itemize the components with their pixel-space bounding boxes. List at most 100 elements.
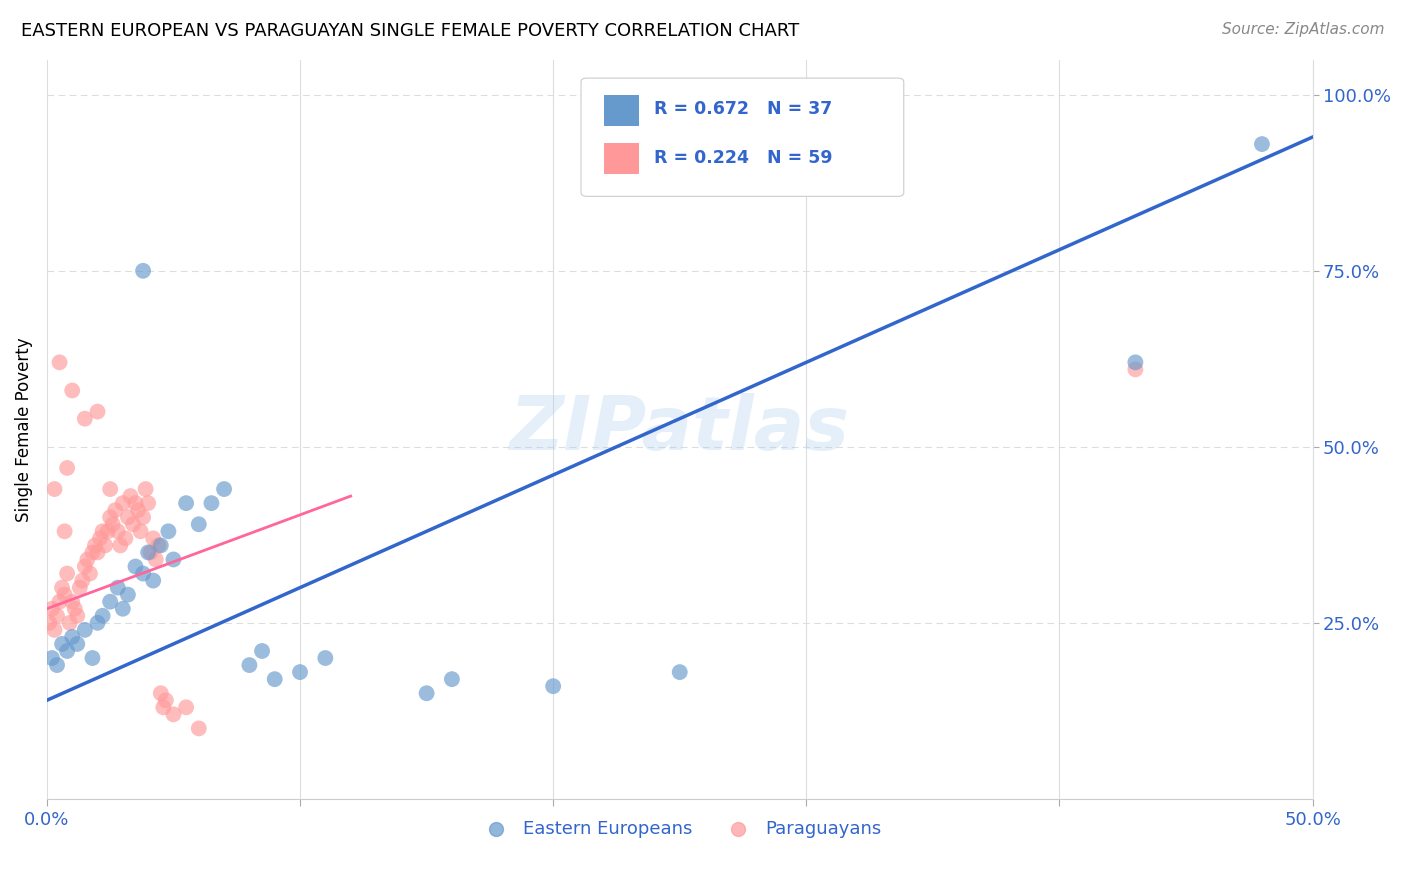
Point — [111, 601, 134, 615]
Point — [132, 264, 155, 278]
Point — [415, 686, 437, 700]
Point — [91, 608, 114, 623]
Point — [60, 630, 83, 644]
Point — [91, 524, 114, 539]
Text: R = 0.672   N = 37: R = 0.672 N = 37 — [654, 100, 832, 118]
Point — [60, 595, 83, 609]
Point — [48, 355, 70, 369]
Point — [66, 637, 89, 651]
Point — [124, 496, 146, 510]
Text: Source: ZipAtlas.com: Source: ZipAtlas.com — [1222, 22, 1385, 37]
Point — [132, 510, 155, 524]
Legend: Eastern Europeans, Paraguayans: Eastern Europeans, Paraguayans — [471, 813, 889, 846]
Point — [145, 552, 167, 566]
Point — [110, 538, 132, 552]
Point — [148, 538, 170, 552]
Point — [79, 566, 101, 581]
Point — [1251, 137, 1274, 152]
Point — [59, 615, 82, 630]
Point — [1125, 355, 1147, 369]
Point — [1125, 362, 1147, 376]
Text: EASTERN EUROPEAN VS PARAGUAYAN SINGLE FEMALE POVERTY CORRELATION CHART: EASTERN EUROPEAN VS PARAGUAYAN SINGLE FE… — [21, 22, 800, 40]
Point — [122, 517, 145, 532]
Point — [97, 524, 120, 539]
Point — [152, 700, 174, 714]
Point — [60, 384, 83, 398]
Point — [98, 510, 121, 524]
Point — [56, 461, 79, 475]
Point — [86, 404, 108, 418]
Point — [187, 722, 209, 736]
Point — [53, 588, 76, 602]
Point — [212, 482, 235, 496]
Point — [142, 574, 165, 588]
FancyBboxPatch shape — [581, 78, 904, 196]
Point — [53, 524, 76, 539]
Point — [82, 545, 104, 559]
Point — [263, 672, 285, 686]
Point — [142, 532, 165, 546]
Point — [174, 700, 197, 714]
Point — [73, 559, 96, 574]
Point — [41, 651, 63, 665]
Point — [162, 552, 184, 566]
Point — [157, 524, 180, 539]
Point — [107, 524, 129, 539]
Point — [94, 538, 117, 552]
Point — [48, 595, 70, 609]
Point — [149, 686, 172, 700]
Point — [114, 532, 136, 546]
Point — [82, 651, 104, 665]
Point — [174, 496, 197, 510]
Point — [98, 595, 121, 609]
Point — [136, 496, 159, 510]
Text: R = 0.224   N = 59: R = 0.224 N = 59 — [654, 149, 832, 167]
Point — [51, 637, 73, 651]
Point — [149, 538, 172, 552]
Point — [86, 615, 108, 630]
Point — [66, 608, 89, 623]
Point — [120, 489, 142, 503]
Text: ZIPatlas: ZIPatlas — [510, 392, 849, 466]
Point — [56, 644, 79, 658]
Point — [135, 482, 157, 496]
Point — [117, 510, 139, 524]
Point — [101, 517, 124, 532]
Point — [668, 665, 690, 679]
Point — [76, 552, 98, 566]
Point — [56, 566, 79, 581]
Point — [84, 538, 107, 552]
Point — [38, 615, 60, 630]
Point — [104, 503, 127, 517]
Point — [73, 623, 96, 637]
Point — [132, 566, 155, 581]
Point — [314, 651, 336, 665]
Point — [162, 707, 184, 722]
Point — [440, 672, 463, 686]
Point — [117, 588, 139, 602]
Point — [41, 601, 63, 615]
Point — [63, 601, 86, 615]
Point — [46, 658, 69, 673]
Point — [238, 658, 260, 673]
Point — [541, 679, 564, 693]
Point — [73, 411, 96, 425]
Point — [187, 517, 209, 532]
Point — [127, 503, 149, 517]
Point — [44, 623, 66, 637]
Point — [136, 545, 159, 559]
Point — [124, 559, 146, 574]
Y-axis label: Single Female Poverty: Single Female Poverty — [15, 337, 32, 522]
Point — [72, 574, 94, 588]
Point — [107, 581, 129, 595]
Point — [86, 545, 108, 559]
Point — [46, 608, 69, 623]
Point — [51, 581, 73, 595]
Point — [288, 665, 311, 679]
Point — [44, 482, 66, 496]
Point — [139, 545, 162, 559]
Bar — [603, 95, 640, 126]
Point — [250, 644, 273, 658]
Point — [69, 581, 91, 595]
Point — [89, 532, 111, 546]
